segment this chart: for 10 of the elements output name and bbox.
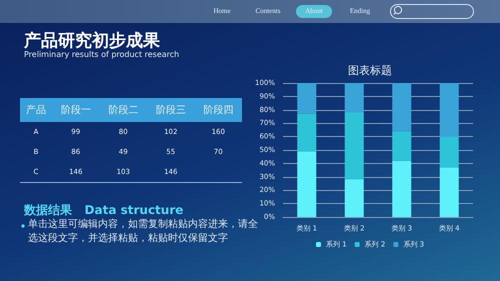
category-label: 阶段四 [202,104,234,118]
text: 单击这里可编辑内容，如需复制粘贴内容进来，请全选这段文字，并选择粘贴，粘贴时仅保留文字 [28,218,259,246]
category-label: 阶段二 [107,104,140,118]
category-label: 阶段一 [60,104,92,118]
legend-title: 产品 [25,104,47,118]
text: 数据结果 Data structure [24,202,184,218]
text: Preliminary results of product research [24,50,180,59]
chart-title: 图表标题 [348,64,392,77]
text: 产品研究初步成果 [24,30,160,51]
category-label: 阶段三 [154,104,187,118]
